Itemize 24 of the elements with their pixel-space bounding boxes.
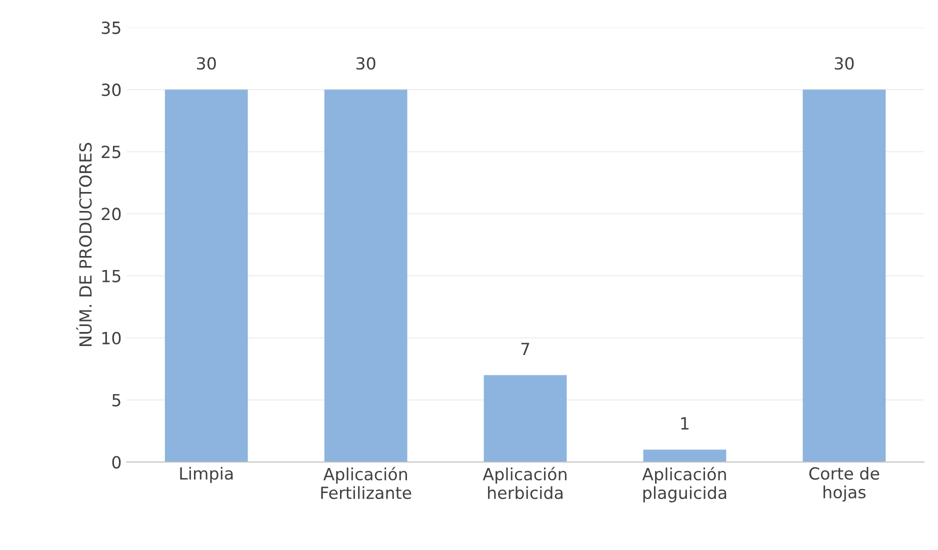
y-tick-label: 25: [102, 146, 120, 158]
y-tick-label: 15: [102, 270, 120, 282]
y-tick-label: 20: [102, 208, 121, 220]
x-tick-label: Aplicación plaguicida: [642, 466, 726, 502]
y-tick-label: 10: [102, 332, 121, 344]
bar: [484, 375, 567, 462]
y-tick-label: 35: [102, 21, 120, 34]
bar: [802, 90, 886, 462]
data-label: 30: [834, 57, 854, 70]
y-tick-label: 0: [112, 456, 121, 469]
data-label: 1: [681, 417, 689, 430]
data-label: 7: [521, 342, 530, 355]
data-label: 30: [197, 57, 216, 70]
x-tick-label: Aplicación Fertilizante: [321, 466, 412, 500]
x-tick-label: Aplicación herbicida: [482, 466, 566, 500]
y-axis-title: NÚM. DE PRODUCTORES: [76, 142, 92, 346]
data-label: 30: [356, 57, 376, 70]
x-tick-label: Limpia: [180, 466, 233, 483]
y-tick-label: 30: [102, 84, 121, 96]
y-tick-label: 5: [112, 394, 120, 406]
bar: [324, 90, 408, 462]
x-tick-label: Corte de hojas: [809, 466, 880, 502]
bar: [643, 450, 726, 462]
bar: [164, 90, 248, 462]
